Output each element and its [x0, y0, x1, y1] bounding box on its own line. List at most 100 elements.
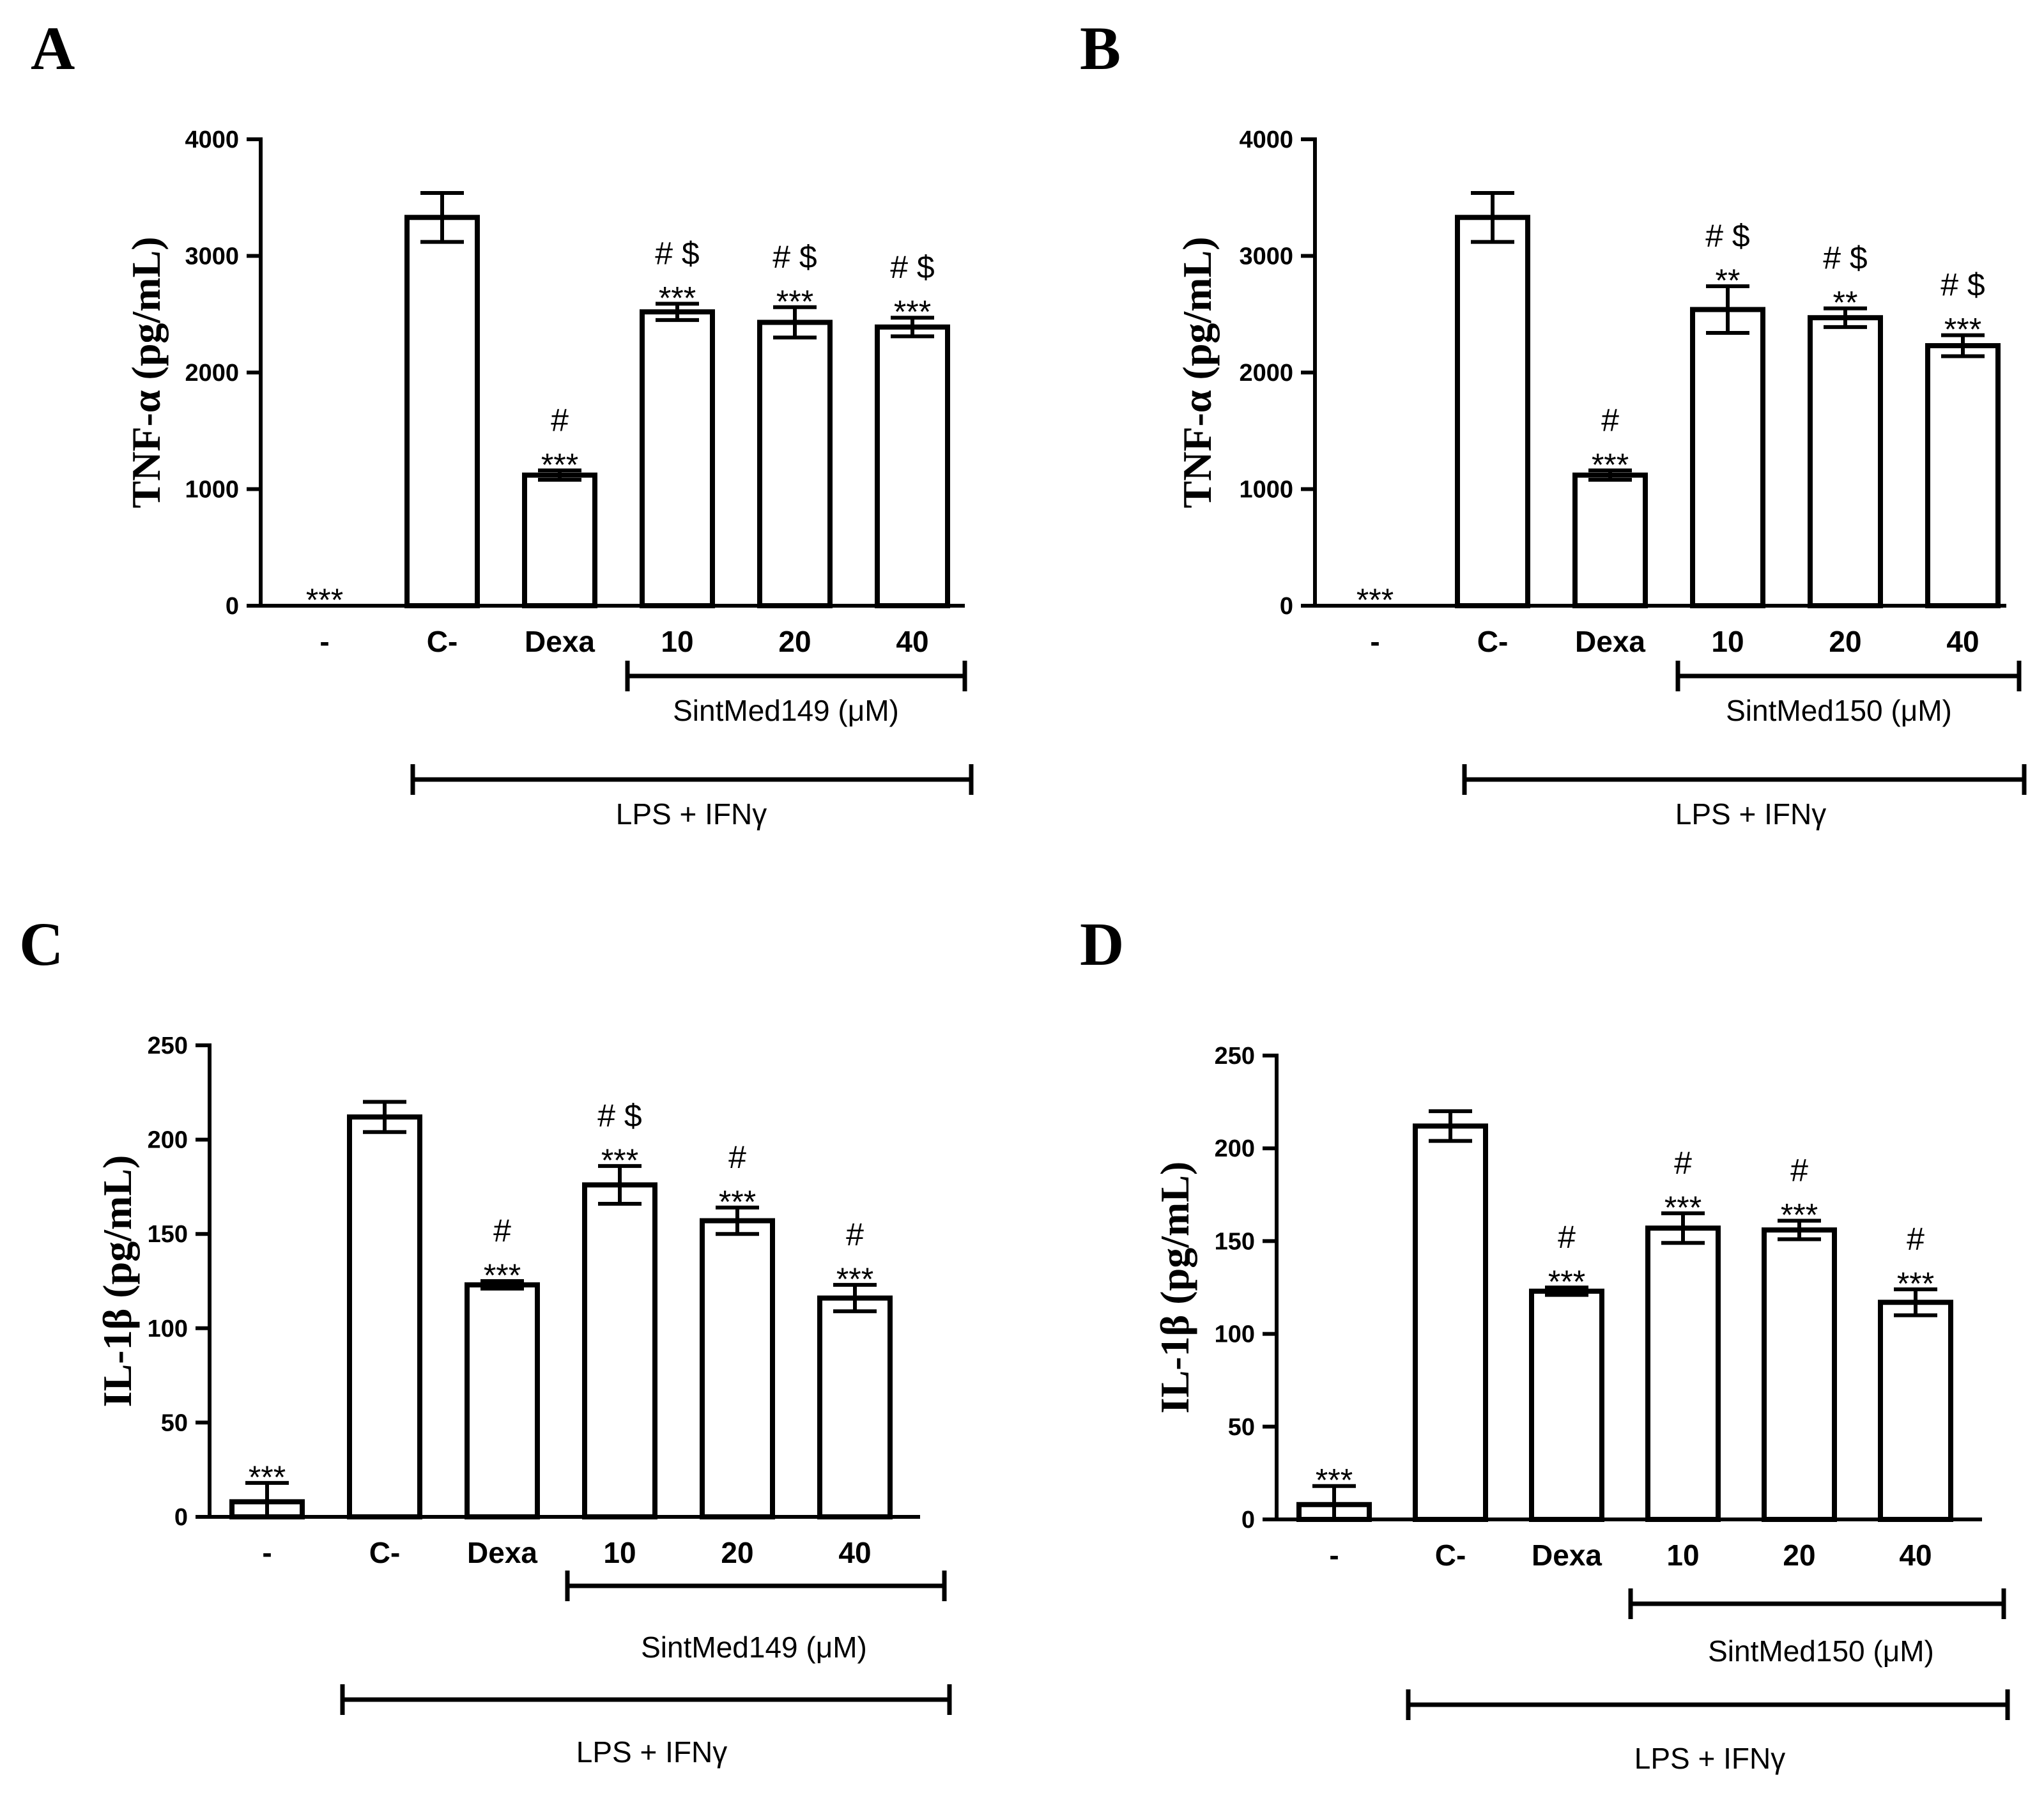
significance-marks: #: [1601, 402, 1619, 438]
bar-dexa: [1529, 1288, 1604, 1522]
bar-c-: [1455, 215, 1530, 608]
significance-stars: ***: [1316, 1463, 1353, 1498]
treatment-bracket-label: SintMed149 (μM): [673, 694, 899, 727]
y-tick-label: 0: [1241, 1507, 1255, 1533]
bar-10: [1645, 1226, 1721, 1523]
stimulus-bracket-label: LPS + IFNγ: [1634, 1742, 1785, 1775]
panel-a: A 0 1000 2000 3000 4000 TNF-α (pg/mL) *** - C- ***…: [31, 14, 974, 831]
y-tick-label: 100: [1215, 1321, 1255, 1348]
x-category-label: -: [1329, 1539, 1339, 1572]
significance-stars: ***: [1664, 1190, 1702, 1226]
y-tick-label: 3000: [1239, 243, 1293, 270]
treatment-bracket-label: SintMed150 (μM): [1708, 1634, 1934, 1668]
significance-stars: ***: [249, 1459, 286, 1495]
y-tick-label: 200: [1215, 1135, 1255, 1162]
significance-stars: ***: [601, 1142, 638, 1178]
y-tick-label: 1000: [1239, 477, 1293, 503]
x-category-label: C-: [1435, 1539, 1466, 1572]
x-category-label: -: [319, 625, 329, 658]
bar-20: [700, 1218, 775, 1519]
significance-stars: ***: [1781, 1197, 1818, 1233]
bar-10: [1690, 307, 1765, 608]
significance-marks: # $: [772, 239, 817, 275]
x-category-label: C-: [1477, 625, 1509, 658]
y-tick-label: 100: [148, 1316, 188, 1342]
x-category-label: -: [1370, 625, 1379, 658]
significance-stars: **: [1716, 263, 1740, 298]
panel-letter: D: [1080, 910, 1124, 978]
bar-dexa: [465, 1282, 540, 1520]
stimulus-bracket-label: LPS + IFNγ: [616, 797, 767, 831]
x-category-label: 20: [721, 1536, 753, 1569]
significance-marks: #: [551, 402, 569, 438]
bar-20: [757, 319, 833, 608]
x-category-label: 40: [1899, 1539, 1932, 1572]
significance-marks: #: [846, 1217, 864, 1252]
x-category-label: C-: [427, 625, 458, 658]
significance-stars: ***: [1592, 447, 1629, 482]
y-axis-title: TNF-α (pg/mL): [1174, 236, 1220, 508]
x-category-label: 10: [1666, 1539, 1699, 1572]
panel-letter: B: [1080, 14, 1121, 82]
significance-marks: # $: [890, 249, 935, 285]
significance-stars: ***: [836, 1261, 873, 1297]
y-tick-label: 200: [148, 1127, 188, 1154]
bar-10: [582, 1182, 657, 1519]
x-category-label: 20: [1829, 625, 1861, 658]
significance-stars: ***: [1548, 1264, 1585, 1300]
significance-stars: ***: [1897, 1266, 1934, 1302]
treatment-bracket-label: SintMed149 (μM): [641, 1631, 867, 1664]
significance-stars: **: [1833, 285, 1858, 321]
x-category-label: 20: [1783, 1539, 1815, 1572]
bar-c-: [1413, 1123, 1488, 1523]
y-tick-label: 4000: [1239, 127, 1293, 153]
y-tick-label: 250: [1215, 1043, 1255, 1070]
y-tick-label: 1000: [185, 477, 239, 503]
x-category-label: -: [262, 1536, 272, 1569]
significance-marks: #: [1907, 1221, 1925, 1257]
significance-stars: ***: [659, 280, 696, 316]
y-axis-title: TNF-α (pg/mL): [123, 236, 169, 508]
x-category-label: 10: [603, 1536, 636, 1569]
y-tick-label: 150: [148, 1221, 188, 1248]
y-tick-label: 50: [1228, 1414, 1255, 1441]
y-tick-label: 2000: [185, 360, 239, 387]
significance-marks: # $: [1705, 218, 1750, 254]
significance-marks: #: [1790, 1152, 1808, 1188]
stimulus-bracket-label: LPS + IFNγ: [1675, 797, 1826, 831]
bar-dexa: [1572, 472, 1648, 608]
significance-marks: #: [1558, 1219, 1576, 1255]
bar-40: [1925, 343, 2001, 609]
x-category-label: Dexa: [1532, 1539, 1602, 1572]
significance-marks: # $: [1823, 240, 1868, 276]
significance-stars: ***: [484, 1257, 521, 1293]
y-tick-label: 0: [1280, 593, 1293, 620]
significance-stars: ***: [719, 1184, 756, 1220]
bar-40: [817, 1295, 893, 1519]
y-tick-label: 50: [161, 1410, 188, 1436]
significance-marks: # $: [655, 235, 700, 271]
bar-c-: [347, 1114, 422, 1519]
significance-stars: ***: [541, 447, 578, 482]
x-category-label: Dexa: [525, 625, 595, 658]
x-category-label: 10: [1711, 625, 1744, 658]
significance-marks: #: [493, 1213, 511, 1249]
x-category-label: C-: [369, 1536, 401, 1569]
bar-10: [640, 309, 715, 608]
x-category-label: 40: [1946, 625, 1979, 658]
y-tick-label: 0: [174, 1504, 188, 1531]
x-category-label: 20: [778, 625, 811, 658]
panel-letter: A: [31, 14, 75, 82]
y-tick-label: 2000: [1239, 360, 1293, 387]
y-tick-label: 4000: [185, 127, 239, 153]
significance-stars: ***: [1356, 582, 1394, 618]
panel-c: C 0 50 100 150 200 250 IL-1β (pg/mL) *** - C- *** # D…: [19, 910, 952, 1769]
bar-c-: [404, 215, 480, 608]
bar-40: [1878, 1300, 1953, 1523]
significance-stars: ***: [306, 582, 343, 618]
y-axis-title: IL-1β (pg/mL): [1152, 1162, 1197, 1414]
panel-d: D 0 50 100 150 200 250 IL-1β (pg/mL) *** - C- *** # D…: [1080, 910, 2010, 1775]
significance-stars: ***: [776, 284, 813, 319]
significance-marks: #: [1674, 1145, 1692, 1181]
